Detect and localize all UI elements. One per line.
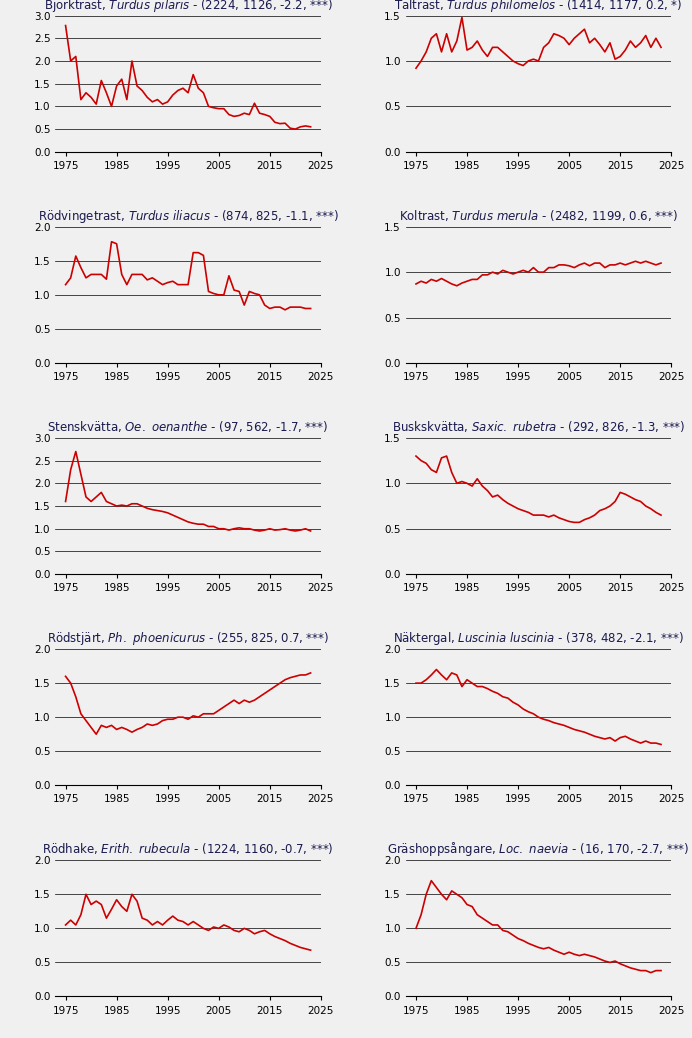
Title: Taltrast, $\mathit{Turdus\ philomelos}$ - (1414, 1177, 0.2, *): Taltrast, $\mathit{Turdus\ philomelos}$ …	[394, 0, 683, 13]
Title: Stenskvätta, $\mathit{Oe.\ oenanthe}$ - (97, 562, -1.7, ***): Stenskvätta, $\mathit{Oe.\ oenanthe}$ - …	[48, 419, 329, 434]
Title: Rödstjärt, $\mathit{Ph.\ phoenicurus}$ - (255, 825, 0.7, ***): Rödstjärt, $\mathit{Ph.\ phoenicurus}$ -…	[47, 630, 329, 647]
Title: Gräshoppsångare, $\mathit{Loc.\ naevia}$ - (16, 170, -2.7, ***): Gräshoppsångare, $\mathit{Loc.\ naevia}$…	[388, 841, 690, 858]
Title: Rödhake, $\mathit{Erith.\ rubecula}$ - (1224, 1160, -0.7, ***): Rödhake, $\mathit{Erith.\ rubecula}$ - (…	[42, 841, 334, 856]
Title: Björktrast, $\mathit{Turdus\ pilaris}$ - (2224, 1126, -2.2, ***): Björktrast, $\mathit{Turdus\ pilaris}$ -…	[44, 0, 332, 13]
Title: Koltrast, $\mathit{Turdus\ merula}$ - (2482, 1199, 0.6, ***): Koltrast, $\mathit{Turdus\ merula}$ - (2…	[399, 208, 678, 223]
Title: Näktergal, $\mathit{Luscinia\ luscinia}$ - (378, 482, -2.1, ***): Näktergal, $\mathit{Luscinia\ luscinia}$…	[393, 630, 684, 647]
Title: Buskskvätta, $\mathit{Saxic.\ rubetra}$ - (292, 826, -1.3, ***): Buskskvätta, $\mathit{Saxic.\ rubetra}$ …	[392, 419, 685, 434]
Title: Rödvingetrast, $\mathit{Turdus\ iliacus}$ - (874, 825, -1.1, ***): Rödvingetrast, $\mathit{Turdus\ iliacus}…	[37, 208, 338, 225]
